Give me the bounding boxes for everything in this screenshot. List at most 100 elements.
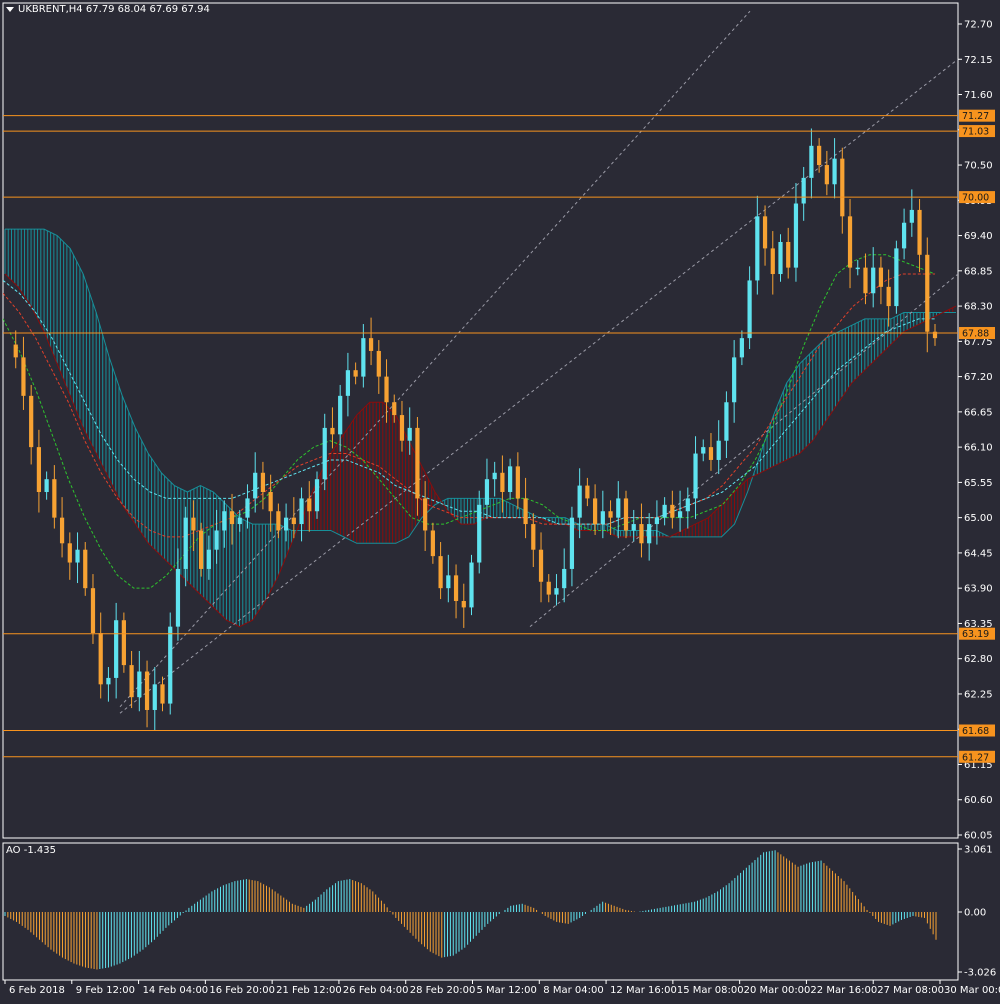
bear-candle: [786, 241, 791, 268]
bear-candle: [585, 485, 590, 499]
bull-candle: [345, 370, 351, 396]
price-tick-label: 68.85: [964, 266, 993, 277]
bull-candle: [183, 517, 188, 569]
price-tick-label: 72.15: [964, 55, 993, 66]
bull-candle: [175, 568, 181, 627]
bear-candle: [90, 588, 96, 634]
bear-candle: [708, 447, 714, 460]
bear-candle: [129, 665, 134, 698]
time-tick-label: 22 Mar 16:00: [810, 985, 877, 996]
level-price-tag: [959, 191, 995, 204]
bear-candle: [368, 338, 374, 351]
bear-candle: [623, 498, 629, 531]
bear-candle: [500, 472, 505, 493]
dropdown-icon[interactable]: [6, 6, 14, 12]
bear-candle: [160, 684, 165, 704]
bull-candle: [716, 440, 721, 460]
bear-candle: [886, 286, 891, 307]
time-tick-label: 5 Mar 12:00: [477, 985, 537, 996]
price-tick-label: 69.40: [964, 231, 993, 242]
time-axis: 6 Feb 2018 9 Feb 12:00 14 Feb 04:00 16 Feb …: [4, 980, 1000, 996]
price-tick-label: 68.30: [964, 302, 993, 313]
bull-candle: [484, 479, 490, 505]
bear-candle: [639, 524, 644, 544]
bear-candle: [52, 479, 57, 518]
time-tick-label: 6 Feb 2018: [9, 985, 65, 996]
ao-panel-frame: [2, 842, 959, 981]
bull-candle: [577, 485, 582, 518]
bear-candle: [878, 267, 884, 287]
bear-candle: [330, 427, 335, 435]
main-panel-frame: [2, 2, 959, 839]
bull-candle: [685, 498, 690, 512]
bull-candle: [245, 498, 250, 518]
price-tick-label: 62.25: [964, 689, 993, 700]
bear-candle: [191, 517, 196, 531]
level-price-label: 63.19: [962, 629, 989, 640]
bull-candle: [755, 216, 760, 281]
time-tick-label: 8 Mar 04:00: [543, 985, 603, 996]
bull-candle: [909, 209, 914, 223]
bull-candle: [253, 472, 258, 499]
bear-candle: [268, 492, 273, 512]
price-tick-label: 63.35: [964, 619, 993, 630]
bull-candle: [106, 677, 111, 685]
bull-candle: [569, 517, 575, 569]
price-tick-label: 66.10: [964, 443, 993, 454]
bull-candle: [477, 504, 482, 563]
bear-candle: [515, 466, 520, 499]
bear-candle: [13, 344, 18, 358]
price-levels: 71.27 71.03 70.00 67.88 63.19 61.68 61.27: [3, 109, 995, 763]
ao-tick-label: 0.00: [964, 908, 986, 919]
bull-candle: [554, 588, 559, 595]
senkou-span-b: [4, 273, 957, 628]
time-tick-label: 27 Mar 08:00: [877, 985, 944, 996]
time-tick-label: 16 Feb 20:00: [209, 985, 275, 996]
bull-candle: [801, 177, 806, 204]
bull-candle: [724, 402, 729, 441]
bull-candle: [647, 524, 652, 544]
bull-candle: [654, 517, 660, 525]
level-price-tag: [959, 327, 995, 340]
bull-candle: [152, 684, 157, 710]
price-tick-label: 60.60: [964, 795, 993, 806]
bear-candle: [917, 209, 922, 255]
bull-candle: [137, 671, 142, 698]
bull-candle: [283, 517, 289, 531]
bear-candle: [415, 427, 420, 499]
bear-candle: [399, 415, 405, 441]
ao-tick-label: 3.061: [964, 845, 993, 856]
price-tick-label: 72.70: [964, 20, 993, 31]
bull-candle: [701, 447, 706, 454]
bull-candle: [322, 427, 327, 480]
bear-candle: [121, 620, 126, 666]
bull-candle: [446, 575, 451, 589]
ohlc-values: 67.79 68.04 67.69 67.94: [85, 4, 210, 15]
bear-candle: [770, 248, 775, 275]
bear-candle: [592, 498, 598, 525]
bull-candle: [237, 517, 242, 525]
bear-candle: [199, 530, 204, 569]
bear-candle: [461, 600, 466, 608]
bear-candle: [307, 498, 312, 512]
time-tick-label: 28 Feb 20:00: [410, 985, 476, 996]
price-tick-label: 71.60: [964, 90, 993, 101]
bull-candle: [44, 479, 49, 493]
bear-candle: [925, 254, 930, 332]
price-tick-label: 67.20: [964, 372, 993, 383]
bull-candle: [901, 222, 907, 249]
bear-candle: [353, 370, 358, 377]
level-price-label: 71.03: [962, 127, 989, 138]
bear-candle: [376, 350, 381, 377]
bull-candle: [809, 145, 814, 178]
ao-axis: 3.061 0.00 -3.026: [958, 845, 996, 979]
chart-header[interactable]: UKBRENT,H4 67.79 68.04 67.69 67.94: [6, 4, 210, 15]
bull-candle: [677, 511, 683, 518]
time-tick-label: 12 Mar 16:00: [610, 985, 677, 996]
price-tick-label: 64.45: [964, 548, 993, 559]
price-tick-label: 67.75: [964, 337, 993, 348]
bull-candle: [732, 357, 737, 403]
bull-candle: [747, 280, 752, 339]
